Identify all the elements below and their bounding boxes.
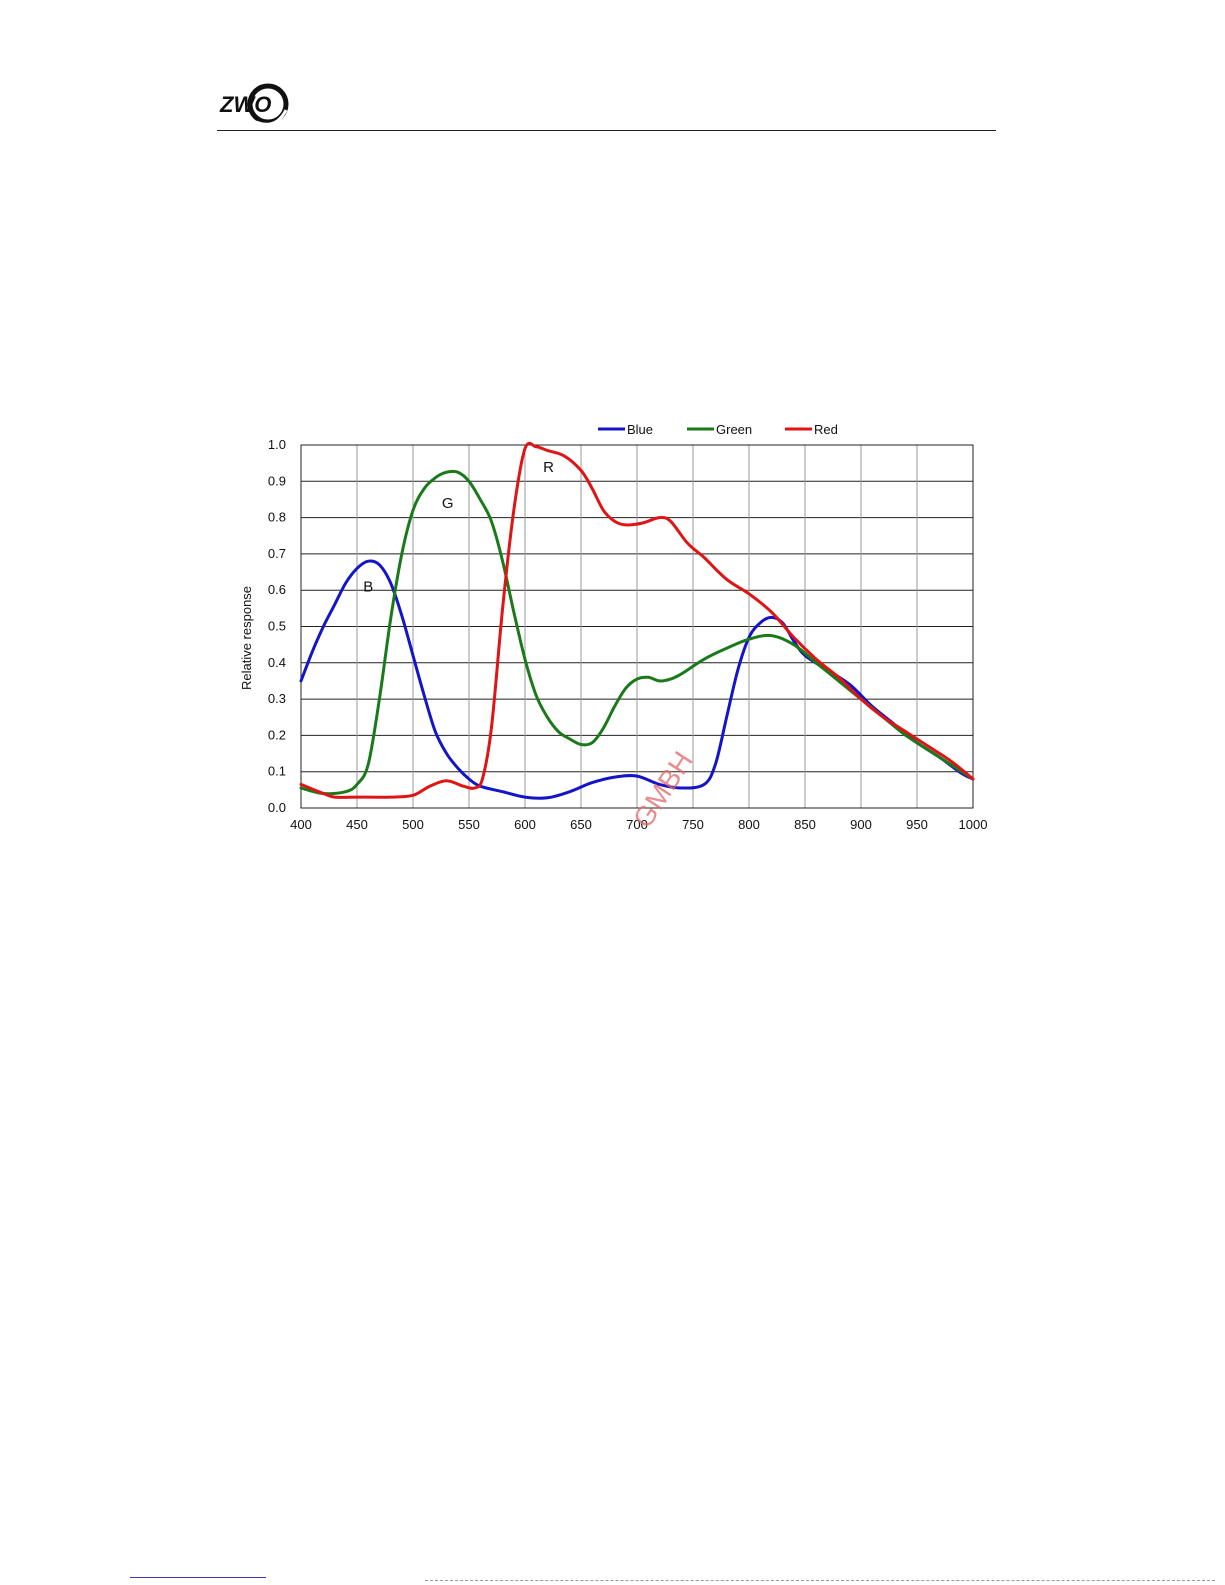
- y-tick-label: 1.0: [268, 437, 286, 452]
- curve-label-g: G: [442, 495, 454, 512]
- x-tick-label: 900: [850, 817, 872, 832]
- y-tick-label: 0.7: [268, 546, 286, 561]
- y-tick-label: 0.1: [268, 764, 286, 779]
- legend-label-green: Green: [716, 422, 752, 437]
- curve-annotations: B G R: [363, 459, 554, 596]
- spectral-response-chart: 0.0 0.1 0.2 0.3 0.4 0.5 0.6 0.7 0.8 0.9 1.0 400 450 5…: [239, 422, 988, 833]
- x-tick-label: 1000: [959, 817, 988, 832]
- footer-rule: [425, 1580, 1215, 1581]
- y-tick-label: 0.8: [268, 510, 286, 525]
- footer-link-rule: [130, 1577, 266, 1578]
- x-tick-label: 650: [570, 817, 592, 832]
- curve-label-r: R: [543, 459, 554, 476]
- y-axis-label: Relative response: [239, 586, 254, 690]
- x-tick-label: 450: [346, 817, 368, 832]
- x-tick-label: 750: [682, 817, 704, 832]
- y-tick-label: 0.0: [268, 800, 286, 815]
- x-tick-label: 700: [626, 817, 648, 832]
- x-tick-label: 600: [514, 817, 536, 832]
- x-tick-label: 500: [402, 817, 424, 832]
- series-line-red: [299, 441, 975, 799]
- legend: Blue Green Red: [598, 422, 838, 437]
- x-tick-label: 950: [906, 817, 928, 832]
- curve-label-b: B: [363, 579, 373, 596]
- plot-frame: [300, 444, 974, 809]
- zwo-logo-icon: ZWO: [219, 83, 289, 126]
- legend-label-red: Red: [814, 422, 838, 437]
- grid: [300, 444, 974, 809]
- legend-label-blue: Blue: [627, 422, 653, 437]
- x-tick-label: 800: [738, 817, 760, 832]
- series-line-green: [299, 469, 975, 796]
- y-tick-label: 0.4: [268, 655, 286, 670]
- logo-text: ZWO: [219, 92, 271, 117]
- x-tick-label: 550: [458, 817, 480, 832]
- header-rule: [217, 130, 996, 131]
- y-tick-label: 0.9: [268, 473, 286, 488]
- y-tick-label: 0.3: [268, 691, 286, 706]
- series-lines: [299, 441, 975, 800]
- y-tick-label: 0.5: [268, 619, 286, 634]
- x-tick-label: 850: [794, 817, 816, 832]
- x-tick-label: 400: [290, 817, 312, 832]
- y-tick-label: 0.2: [268, 727, 286, 742]
- tick-labels: 0.0 0.1 0.2 0.3 0.4 0.5 0.6 0.7 0.8 0.9 1.0 400 450 5…: [268, 437, 988, 832]
- y-tick-label: 0.6: [268, 582, 286, 597]
